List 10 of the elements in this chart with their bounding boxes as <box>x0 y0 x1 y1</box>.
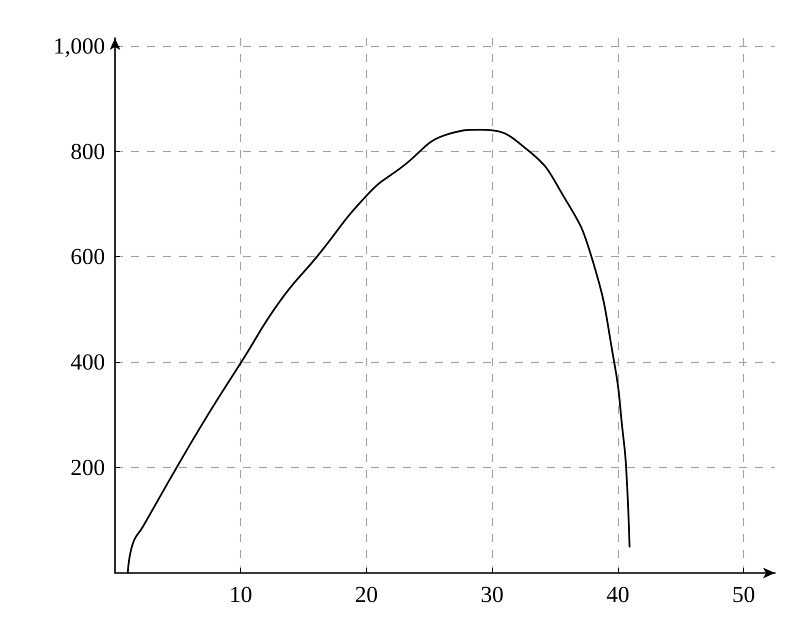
x-tick-label: 20 <box>354 582 378 607</box>
y-tick-label: 600 <box>70 244 105 270</box>
x-tick-label: 40 <box>606 582 630 607</box>
y-tick-label: 1,000 <box>53 33 105 58</box>
x-tick-label: 10 <box>229 582 252 607</box>
y-tick-label: 200 <box>70 455 105 480</box>
x-tick-label: 30 <box>480 582 504 607</box>
y-tick-label: 400 <box>70 350 105 375</box>
x-tick-label: 50 <box>732 582 756 607</box>
y-tick-label: 800 <box>70 138 105 164</box>
